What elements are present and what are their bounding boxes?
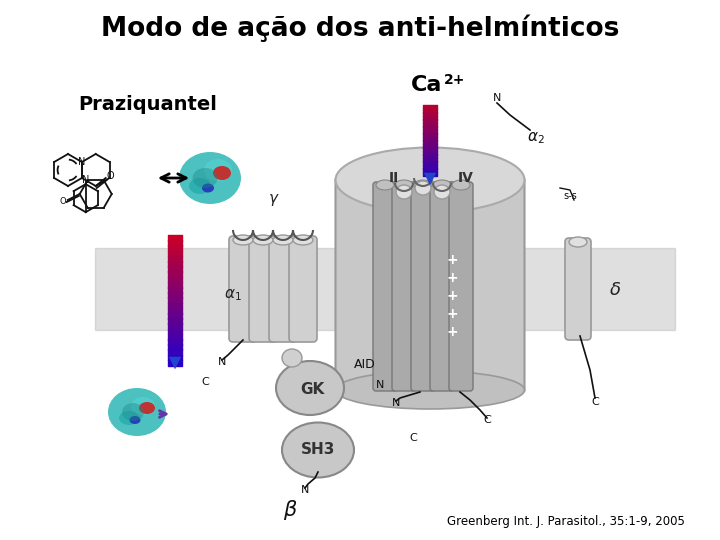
FancyBboxPatch shape [411, 182, 435, 391]
Ellipse shape [293, 235, 313, 245]
Ellipse shape [395, 180, 413, 190]
Text: C: C [409, 433, 417, 443]
Text: +: + [446, 325, 458, 339]
Ellipse shape [336, 371, 524, 409]
Ellipse shape [131, 397, 155, 415]
Text: IV: IV [458, 171, 474, 185]
Ellipse shape [233, 235, 253, 245]
FancyBboxPatch shape [373, 182, 397, 391]
Ellipse shape [433, 180, 451, 190]
Ellipse shape [414, 180, 432, 190]
Ellipse shape [336, 147, 524, 213]
Ellipse shape [130, 416, 140, 424]
Ellipse shape [108, 388, 166, 436]
Ellipse shape [192, 168, 217, 188]
Text: 2+: 2+ [444, 73, 465, 87]
Ellipse shape [282, 349, 302, 367]
Ellipse shape [452, 180, 470, 190]
Text: C: C [201, 377, 209, 387]
Text: Modo de ação dos anti-helmínticos: Modo de ação dos anti-helmínticos [101, 14, 619, 42]
Text: O: O [107, 171, 114, 181]
Text: $\alpha_1$: $\alpha_1$ [224, 287, 242, 303]
Text: +: + [446, 289, 458, 303]
FancyBboxPatch shape [336, 178, 524, 392]
Ellipse shape [273, 235, 293, 245]
Ellipse shape [213, 166, 231, 180]
Ellipse shape [253, 235, 273, 245]
Ellipse shape [204, 159, 232, 181]
Ellipse shape [569, 237, 587, 247]
Ellipse shape [415, 181, 431, 195]
Ellipse shape [189, 178, 211, 194]
Ellipse shape [119, 411, 139, 425]
Text: Praziquantel: Praziquantel [78, 94, 217, 113]
Text: Greenberg Int. J. Parasitol., 35:1-9, 2005: Greenberg Int. J. Parasitol., 35:1-9, 20… [447, 515, 685, 528]
FancyBboxPatch shape [269, 236, 297, 342]
Text: N: N [78, 157, 86, 167]
FancyBboxPatch shape [430, 182, 454, 391]
Ellipse shape [122, 403, 144, 421]
Text: N: N [218, 357, 226, 367]
Ellipse shape [376, 180, 394, 190]
Ellipse shape [396, 185, 412, 199]
Text: C: C [483, 415, 491, 425]
Text: Ca: Ca [411, 75, 443, 95]
Bar [95, 248, 675, 330]
Text: N: N [392, 398, 400, 408]
Ellipse shape [276, 361, 344, 415]
Ellipse shape [139, 402, 155, 414]
Text: δ: δ [610, 281, 621, 299]
Text: SH3: SH3 [301, 442, 336, 457]
Text: N: N [492, 93, 501, 103]
FancyBboxPatch shape [229, 236, 257, 342]
Text: s-s: s-s [563, 191, 577, 201]
FancyBboxPatch shape [565, 238, 591, 340]
Text: +: + [446, 307, 458, 321]
Text: II: II [389, 171, 399, 185]
Text: +: + [446, 271, 458, 285]
Text: C: C [591, 397, 599, 407]
Text: N: N [376, 380, 384, 390]
Ellipse shape [282, 422, 354, 477]
FancyBboxPatch shape [249, 236, 277, 342]
Text: γ: γ [269, 191, 277, 206]
Text: β: β [283, 500, 297, 520]
Text: N: N [82, 175, 89, 185]
Text: O: O [60, 198, 66, 206]
Ellipse shape [202, 184, 214, 192]
Text: $\alpha_2$: $\alpha_2$ [527, 130, 545, 146]
Ellipse shape [179, 152, 241, 204]
Ellipse shape [434, 185, 450, 199]
FancyBboxPatch shape [392, 182, 416, 391]
Text: N: N [301, 485, 309, 495]
FancyBboxPatch shape [289, 236, 317, 342]
Text: +: + [446, 253, 458, 267]
FancyBboxPatch shape [449, 182, 473, 391]
Text: GK: GK [300, 382, 324, 397]
Text: AID: AID [354, 359, 376, 372]
